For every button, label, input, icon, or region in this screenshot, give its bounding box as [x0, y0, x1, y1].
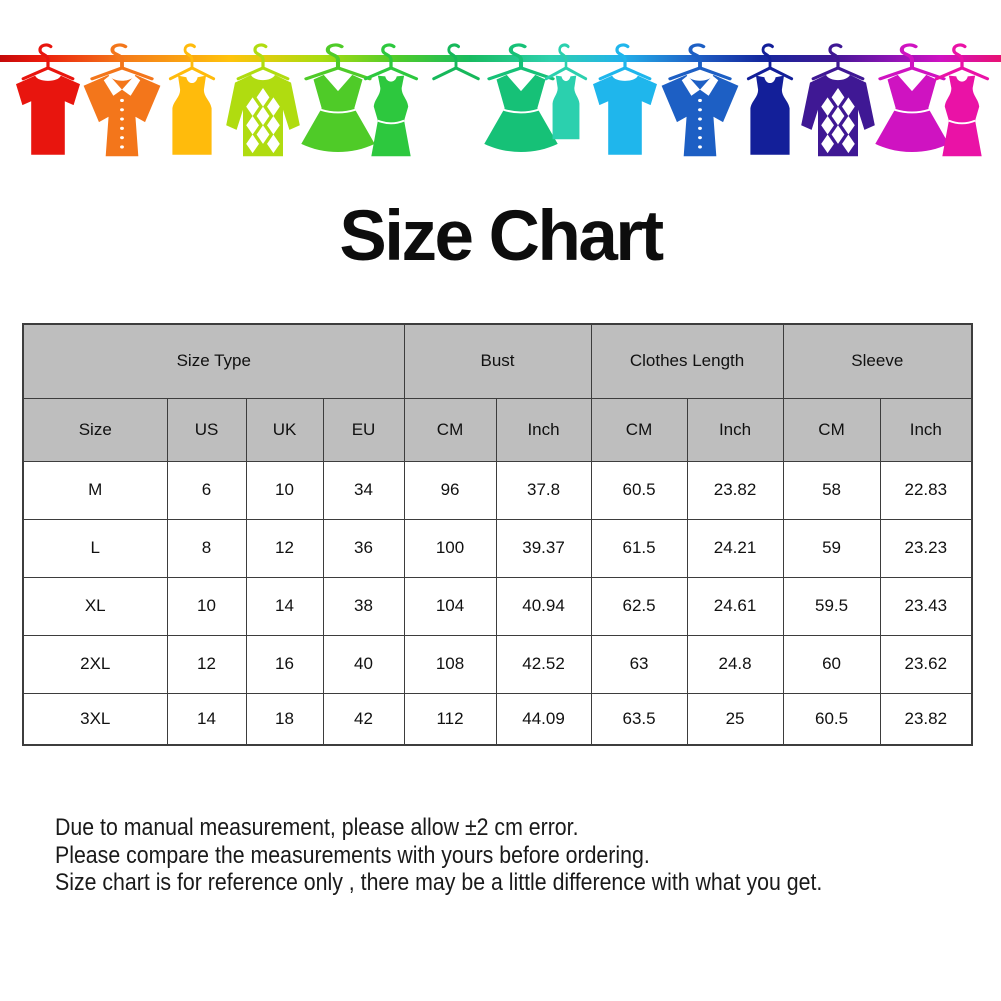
table-cell: 24.61 — [686, 576, 784, 636]
column-header: Inch — [495, 397, 592, 462]
table-cell: 25 — [686, 692, 784, 746]
table-cell: 37.8 — [495, 460, 592, 520]
column-group-header: Clothes Length — [590, 323, 784, 399]
table-cell: 3XL — [22, 692, 168, 746]
table-cell: 12 — [245, 518, 324, 578]
table-cell: 59.5 — [782, 576, 881, 636]
banner-tank-dress-icon — [934, 43, 990, 158]
column-header: EU — [322, 397, 405, 462]
column-group-header: Sleeve — [782, 323, 973, 399]
banner-tank-top-icon — [746, 43, 794, 155]
size-chart-table: Size Type Bust Clothes Length Sleeve Size US U… — [22, 323, 974, 746]
table-cell: L — [22, 518, 168, 578]
table-cell: 36 — [322, 518, 405, 578]
table-cell: 24.8 — [686, 634, 784, 694]
footnotes: Due to manual measurement, please allow … — [55, 814, 937, 897]
table-group-header-row: Size Type Bust Clothes Length Sleeve — [22, 323, 973, 399]
table-row: M 6 10 34 96 37.8 60.5 23.82 58 22.83 — [22, 460, 973, 520]
table-cell: 10 — [245, 460, 324, 520]
table-cell: 39.37 — [495, 518, 592, 578]
banner-button-up-shirt-icon — [661, 43, 739, 157]
table-cell: 42.52 — [495, 634, 592, 694]
table-subheader-row: Size US UK EU CM Inch CM Inch CM Inch — [22, 397, 973, 462]
table-cell: 8 — [166, 518, 247, 578]
column-header: CM — [403, 397, 497, 462]
table-cell: 23.62 — [879, 634, 973, 694]
footnote-line-1: Due to manual measurement, please allow … — [55, 814, 579, 841]
table-cell: 61.5 — [590, 518, 688, 578]
footnote-line-3: Size chart is for reference only , there… — [55, 869, 823, 897]
table-row: L 8 12 36 100 39.37 61.5 24.21 59 23.23 — [22, 518, 973, 578]
table-cell: 100 — [403, 518, 497, 578]
table-cell: 14 — [245, 576, 324, 636]
page-title: Size Chart — [339, 197, 664, 276]
column-header: UK — [245, 397, 324, 462]
table-cell: 34 — [322, 460, 405, 520]
table-cell: 63.5 — [590, 692, 688, 746]
table-cell: 42 — [322, 692, 405, 746]
table-cell: 62.5 — [590, 576, 688, 636]
table-cell: 22.83 — [879, 460, 973, 520]
table-row: 3XL 14 18 42 112 44.09 63.5 25 60.5 23.82 — [22, 692, 973, 746]
table-cell: 96 — [403, 460, 497, 520]
table-cell: 23.43 — [879, 576, 973, 636]
banner-button-up-shirt-icon — [83, 43, 161, 157]
table-cell: 108 — [403, 634, 497, 694]
table-cell: 104 — [403, 576, 497, 636]
clothesline-rope — [0, 55, 1001, 62]
column-group-header: Size Type — [22, 323, 405, 399]
table-cell: 63 — [590, 634, 688, 694]
column-group-header: Bust — [403, 323, 592, 399]
table-cell: 40.94 — [495, 576, 592, 636]
column-header: US — [166, 397, 247, 462]
table-cell: 44.09 — [495, 692, 592, 746]
table-cell: 12 — [166, 634, 247, 694]
column-header: Inch — [686, 397, 784, 462]
table-cell: 10 — [166, 576, 247, 636]
table-cell: 60.5 — [782, 692, 881, 746]
table-cell: 16 — [245, 634, 324, 694]
column-header: CM — [782, 397, 881, 462]
table-cell: 58 — [782, 460, 881, 520]
table-cell: 60 — [782, 634, 881, 694]
footnote-line-2: Please compare the measurements with you… — [55, 841, 650, 869]
table-cell: 2XL — [22, 634, 168, 694]
table-cell: 23.23 — [879, 518, 973, 578]
table-cell: 6 — [166, 460, 247, 520]
table-cell: 38 — [322, 576, 405, 636]
table-row: XL 10 14 38 104 40.94 62.5 24.61 59.5 23.43 — [22, 576, 973, 636]
table-cell: 112 — [403, 692, 497, 746]
table-cell: XL — [22, 576, 168, 636]
column-header: CM — [590, 397, 688, 462]
table-row: 2XL 12 16 40 108 42.52 63 24.8 60 23.62 — [22, 634, 973, 694]
table-cell: 24.21 — [686, 518, 784, 578]
table-cell: M — [22, 460, 168, 520]
table-cell: 18 — [245, 692, 324, 746]
table-cell: 23.82 — [879, 692, 973, 746]
banner-tank-top-icon — [168, 43, 216, 155]
table-cell: 40 — [322, 634, 405, 694]
table-cell: 23.82 — [686, 460, 784, 520]
table-cell: 60.5 — [590, 460, 688, 520]
column-header: Inch — [879, 397, 973, 462]
table-cell: 59 — [782, 518, 881, 578]
clothesline-banner — [0, 0, 1001, 180]
table-cell: 14 — [166, 692, 247, 746]
column-header: Size — [22, 397, 168, 462]
